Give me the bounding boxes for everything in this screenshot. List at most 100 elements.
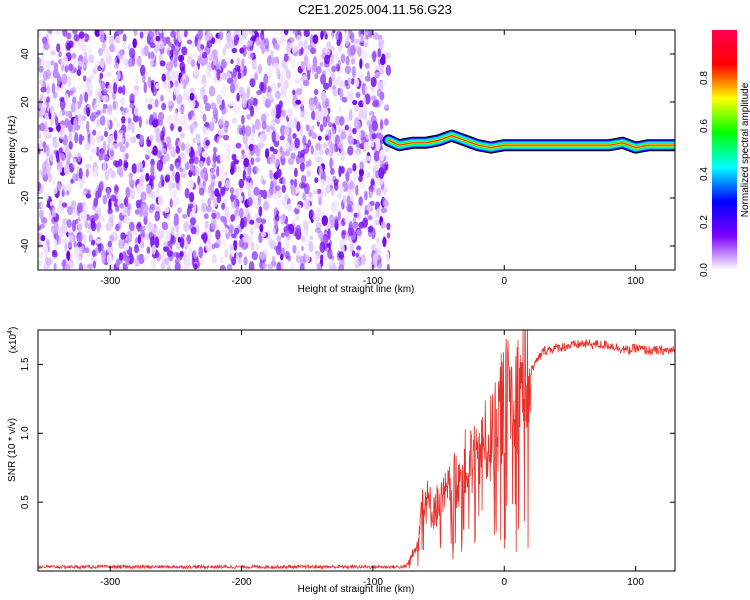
spectrogram-cell (101, 39, 107, 51)
spectrogram-cell (263, 73, 269, 85)
spectrogram-cell (71, 219, 77, 232)
spectrogram-cell (42, 96, 46, 103)
spectrogram-cell (239, 207, 244, 219)
spectrogram-cell (97, 90, 102, 98)
spectrogram-cell (38, 181, 41, 192)
spectrogram-cell (66, 32, 72, 40)
spectrogram-cell (146, 246, 151, 254)
spectrogram-cell (151, 226, 156, 235)
spectrogram-cell (53, 62, 59, 71)
spectrogram-cell (133, 244, 140, 254)
spectrogram-cell (212, 59, 217, 66)
spectrogram-cell (50, 225, 57, 234)
spectrogram-cell (105, 71, 112, 77)
spectrogram-cell (102, 140, 107, 152)
spectrogram-cell (294, 167, 298, 178)
spectrogram-cell (304, 198, 311, 210)
x-tick-label: -200 (232, 577, 252, 588)
spectrogram-cell (93, 68, 97, 75)
spectrogram-cell (147, 30, 154, 40)
spectrogram-cell (226, 264, 233, 270)
spectrogram-cell (109, 212, 115, 222)
spectrogram-cell (193, 121, 198, 127)
spectrogram-cell (243, 157, 250, 168)
spectrogram-cell (51, 207, 57, 218)
spectrogram-cell (375, 208, 380, 219)
spectrogram-cell (63, 164, 70, 176)
spectrogram-cell (234, 227, 240, 235)
spectrogram-cell (93, 166, 98, 179)
snr-y-label: SNR (10 * v/v) (7, 418, 18, 482)
spectrogram-cell (281, 184, 286, 194)
spectrogram-cell (96, 221, 101, 233)
spectrogram-cell (64, 243, 68, 252)
spectrogram-cell (162, 222, 169, 231)
spectrogram-cell (271, 83, 276, 90)
spectrogram-cell (309, 47, 317, 55)
spectrogram-cell (146, 184, 152, 195)
spectrogram-cell (57, 168, 63, 174)
spectrogram-cell (386, 263, 390, 270)
spectrogram-cell (222, 227, 229, 234)
spectrogram-cell (142, 210, 149, 219)
spectrogram-cell (165, 174, 171, 181)
spectrogram-cell (95, 146, 100, 157)
spectrogram-cell (249, 105, 255, 117)
spectrogram-cell (296, 121, 301, 132)
spectrogram-cell (167, 41, 173, 47)
spectrogram-cell (379, 57, 386, 66)
spectrogram-cell (199, 90, 203, 101)
spectrogram-cell (55, 30, 61, 35)
spectrogram-cell (100, 80, 106, 90)
spectrogram-cell (332, 30, 336, 34)
spectrogram-cell (91, 147, 97, 154)
spectrogram-cell (226, 102, 231, 110)
spectrogram-cell (136, 162, 141, 174)
spectrogram-cell (319, 124, 324, 132)
spectrogram-cell (127, 117, 132, 124)
spectrogram-cell (379, 40, 384, 50)
spectrogram-cell (221, 99, 225, 110)
spectrogram-cell (62, 30, 68, 37)
spectrogram-cell (229, 101, 235, 107)
spectrogram-cell (361, 48, 368, 61)
spectrogram-cell (362, 217, 369, 229)
spectrogram-cell (330, 168, 335, 175)
spectrogram-cell (351, 65, 356, 78)
spectrogram-cell (68, 234, 74, 242)
spectrogram-cell (321, 215, 328, 227)
spectrogram-cell (39, 57, 46, 68)
spectrogram-cell (243, 65, 247, 76)
spectrogram-cell (184, 142, 191, 155)
spectrogram-cell (284, 126, 290, 137)
spectrogram-cell (179, 115, 186, 125)
spectrogram-cell (235, 142, 242, 149)
spectrogram-cell (243, 256, 248, 266)
spectrogram-cell (175, 145, 181, 154)
spectrogram-cell (135, 199, 141, 209)
x-tick-label: -100 (363, 276, 383, 287)
spectrogram-cell (67, 240, 73, 248)
spectrogram-cell (50, 60, 55, 66)
spectrogram-cell (211, 253, 217, 265)
spectrogram-cell (362, 96, 367, 108)
spectrogram-cell (45, 60, 52, 69)
spectrogram-cell (352, 99, 358, 106)
spectrogram-cell (72, 157, 77, 168)
spectrogram-cell (331, 65, 337, 73)
spectrogram-cell (264, 37, 269, 50)
spectrogram-cell (212, 146, 218, 154)
spectrogram-cell (299, 157, 304, 164)
spectrogram-cell (334, 51, 339, 63)
spectrogram-cell (249, 78, 256, 88)
spectrogram-cell (83, 247, 90, 254)
spectrogram-cell (374, 71, 381, 78)
spectrogram-cell (360, 254, 366, 266)
colorbar-tick-label: 0.4 (699, 167, 710, 181)
x-tick-label: -300 (100, 276, 120, 287)
spectrogram-cell (99, 115, 106, 126)
spectrogram-cell (255, 217, 262, 223)
spectrogram-cell (325, 147, 330, 156)
spectrogram-cell (51, 109, 56, 120)
spectrogram-cell (155, 82, 160, 89)
